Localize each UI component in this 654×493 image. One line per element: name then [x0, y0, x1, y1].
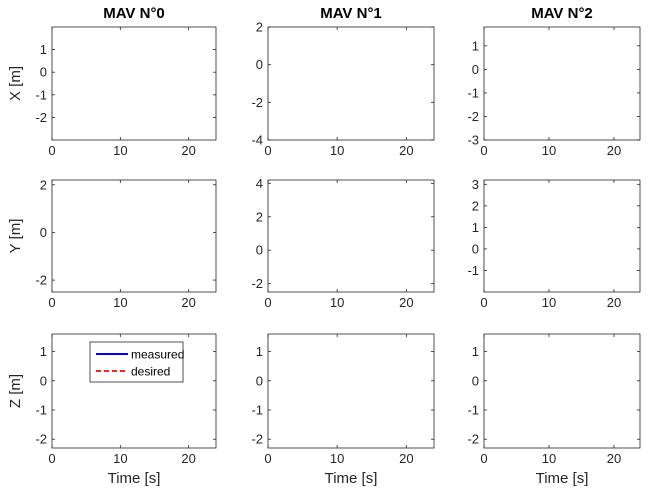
x-tick-label: 0 [264, 451, 271, 466]
y-tick-label: 0 [40, 65, 47, 80]
panel-X-2: 0 10 20 -3 -2 -1 0 1 MAV N°2 [467, 5, 641, 158]
y-tick-label: -2 [35, 110, 47, 125]
x-tick-label: 0 [48, 451, 55, 466]
x-tick-label: 10 [542, 295, 556, 310]
x-tick-label: 10 [113, 295, 127, 310]
y-tick-label: -2 [251, 276, 263, 291]
y-axis-label: Y [m] [7, 219, 24, 254]
x-tick-label: 10 [330, 451, 344, 466]
y-tick-label: -1 [467, 263, 479, 278]
y-tick-label: 1 [472, 344, 479, 359]
y-tick-label: -2 [251, 432, 263, 447]
x-tick-label: 10 [330, 143, 344, 158]
y-tick-label: -3 [467, 133, 479, 148]
x-axis-label: Time [s] [536, 470, 589, 487]
y-tick-label: 0 [256, 373, 263, 388]
column-title: MAV N°1 [320, 5, 382, 22]
panel-X-0: 0 10 20 -2 -1 0 1 MAV N°0 X [m] [7, 5, 217, 158]
y-tick-label: -2 [251, 95, 263, 110]
y-tick-label: 1 [472, 220, 479, 235]
x-tick-label: 10 [113, 451, 127, 466]
y-tick-label: -1 [467, 85, 479, 100]
axis-frame [267, 26, 435, 141]
y-tick-label: -1 [35, 403, 47, 418]
y-tick-label: 0 [40, 373, 47, 388]
y-axis-label: Z [m] [7, 374, 24, 408]
x-tick-label: 20 [181, 451, 195, 466]
x-tick-label: 10 [330, 295, 344, 310]
axis-frame [483, 179, 641, 293]
panel-Z-0: 0 10 20 -2 -1 0 1 Z [m] Time [s] measured desired [7, 333, 217, 487]
axis-frame [51, 26, 217, 141]
x-tick-label: 0 [480, 451, 487, 466]
x-tick-label: 20 [181, 143, 195, 158]
x-tick-label: 0 [48, 295, 55, 310]
panel-Y-2: 0 10 20 -1 0 1 2 3 [467, 177, 641, 310]
y-tick-label: -1 [251, 403, 263, 418]
x-tick-label: 20 [399, 143, 413, 158]
axis-frame [51, 179, 217, 293]
x-axis-label: Time [s] [108, 470, 161, 487]
y-tick-label: 1 [472, 38, 479, 53]
x-tick-label: 20 [607, 143, 621, 158]
x-tick-label: 0 [48, 143, 55, 158]
y-tick-label: 2 [256, 209, 263, 224]
axis-frame [483, 333, 641, 449]
legend-label-measured: measured [131, 348, 184, 362]
y-tick-label: 0 [472, 241, 479, 256]
y-tick-label: 1 [40, 42, 47, 57]
x-tick-label: 0 [480, 295, 487, 310]
x-tick-label: 0 [264, 143, 271, 158]
y-tick-label: -2 [35, 432, 47, 447]
legend: measured desired [89, 341, 184, 383]
y-tick-label: 2 [472, 198, 479, 213]
legend-label-desired: desired [131, 365, 170, 379]
y-tick-label: 3 [472, 177, 479, 192]
y-tick-label: 0 [256, 57, 263, 72]
y-tick-label: 0 [40, 225, 47, 240]
y-axis-label: X [m] [7, 66, 24, 101]
x-tick-label: 10 [113, 143, 127, 158]
x-tick-label: 20 [181, 295, 195, 310]
y-tick-label: 4 [256, 176, 263, 191]
x-tick-label: 20 [607, 295, 621, 310]
y-tick-label: -1 [35, 87, 47, 102]
column-title: MAV N°0 [103, 5, 165, 22]
x-tick-label: 20 [399, 451, 413, 466]
y-tick-label: -1 [467, 403, 479, 418]
y-tick-label: -2 [467, 432, 479, 447]
y-tick-label: 0 [472, 373, 479, 388]
column-title: MAV N°2 [531, 5, 593, 22]
axis-frame [267, 179, 435, 293]
y-tick-label: 0 [472, 62, 479, 77]
y-tick-label: -2 [467, 109, 479, 124]
panel-Z-2: 0 10 20 -2 -1 0 1 Time [s] [467, 333, 641, 487]
x-tick-label: 0 [264, 295, 271, 310]
x-tick-label: 20 [607, 451, 621, 466]
y-tick-label: 0 [256, 243, 263, 258]
legend-box [89, 341, 184, 383]
y-tick-label: -4 [251, 133, 263, 148]
x-axis-label: Time [s] [325, 470, 378, 487]
panel-Z-1: 0 10 20 -2 -1 0 1 Time [s] [251, 333, 435, 487]
x-tick-label: 20 [399, 295, 413, 310]
y-tick-label: 1 [40, 344, 47, 359]
x-tick-label: 10 [542, 451, 556, 466]
x-tick-label: 0 [480, 143, 487, 158]
y-tick-label: 1 [256, 344, 263, 359]
x-tick-label: 10 [542, 143, 556, 158]
y-tick-label: -2 [35, 273, 47, 288]
y-tick-label: 2 [256, 20, 263, 35]
panel-X-1: 0 10 20 -4 -2 0 2 MAV N°1 [251, 5, 435, 158]
axis-frame [483, 26, 641, 141]
axis-frame [267, 333, 435, 449]
y-tick-label: 2 [40, 177, 47, 192]
